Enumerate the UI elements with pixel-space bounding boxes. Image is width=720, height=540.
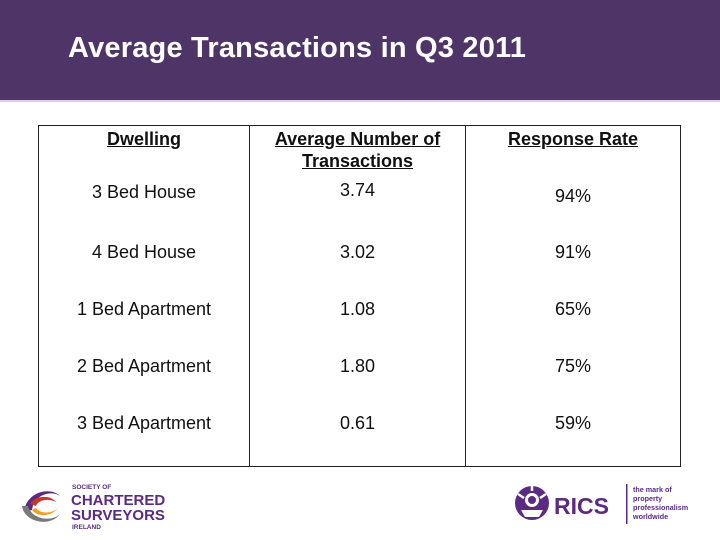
scsi-swirl-icon [21,485,61,525]
cell-dwelling: 3 Bed Apartment [76,413,212,433]
title-bar: Average Transactions in Q3 2011 [0,0,720,102]
cell-transactions: 3.02 [249,238,466,295]
rics-tagline3: professionalism [633,503,688,512]
rics-logo: RICS the mark of property professionalis… [515,484,688,524]
scsi-logo: SOCIETY OF CHARTERED SURVEYORS IRELAND [21,484,165,531]
rics-tagline4: worldwide [632,512,668,521]
table-row: 1 Bed Apartment 1.08 65% [39,295,681,352]
rics-lion-icon [515,486,549,520]
scsi-line4: IRELAND [72,524,101,531]
cell-transactions: 1.08 [249,295,466,352]
table-row: 3 Bed Apartment 0.61 59% [39,409,681,467]
table-row: 3 Bed House 3.74 94% [39,180,681,238]
table-row: 4 Bed House 3.02 91% [39,238,681,295]
cell-response-rate: 94% [465,180,681,238]
cell-response-rate: 59% [465,409,681,467]
header-average-transactions: Average Number of Transactions [249,125,466,180]
cell-dwelling: 1 Bed Apartment [76,299,212,319]
cell-response-rate: 91% [465,238,681,295]
header-dwelling: Dwelling [106,129,181,149]
transactions-table: Dwelling Average Number of Transactions … [38,125,681,467]
cell-transactions: 1.80 [249,352,466,409]
table-header-row: Dwelling Average Number of Transactions … [39,125,681,180]
cell-dwelling: 2 Bed Apartment [76,356,212,376]
scsi-line1: SOCIETY OF [72,484,111,491]
cell-dwelling: 3 Bed House [91,182,197,202]
rics-tagline2: property [633,494,662,503]
slide-title: Average Transactions in Q3 2011 [68,32,527,64]
rics-wordmark: RICS [554,493,609,519]
cell-response-rate: 75% [465,352,681,409]
cell-response-rate: 65% [465,295,681,352]
scsi-line2: CHARTERED [71,492,165,509]
rics-divider [626,484,628,524]
cell-transactions: 0.61 [249,409,466,467]
rics-tagline1: the mark of [633,485,672,494]
title-bar-divider [0,100,720,102]
scsi-line3: SURVEYORS [71,507,165,524]
header-response-rate: Response Rate [465,125,681,180]
cell-dwelling: 4 Bed House [91,242,197,262]
table-row: 2 Bed Apartment 1.80 75% [39,352,681,409]
cell-transactions: 3.74 [249,180,466,238]
